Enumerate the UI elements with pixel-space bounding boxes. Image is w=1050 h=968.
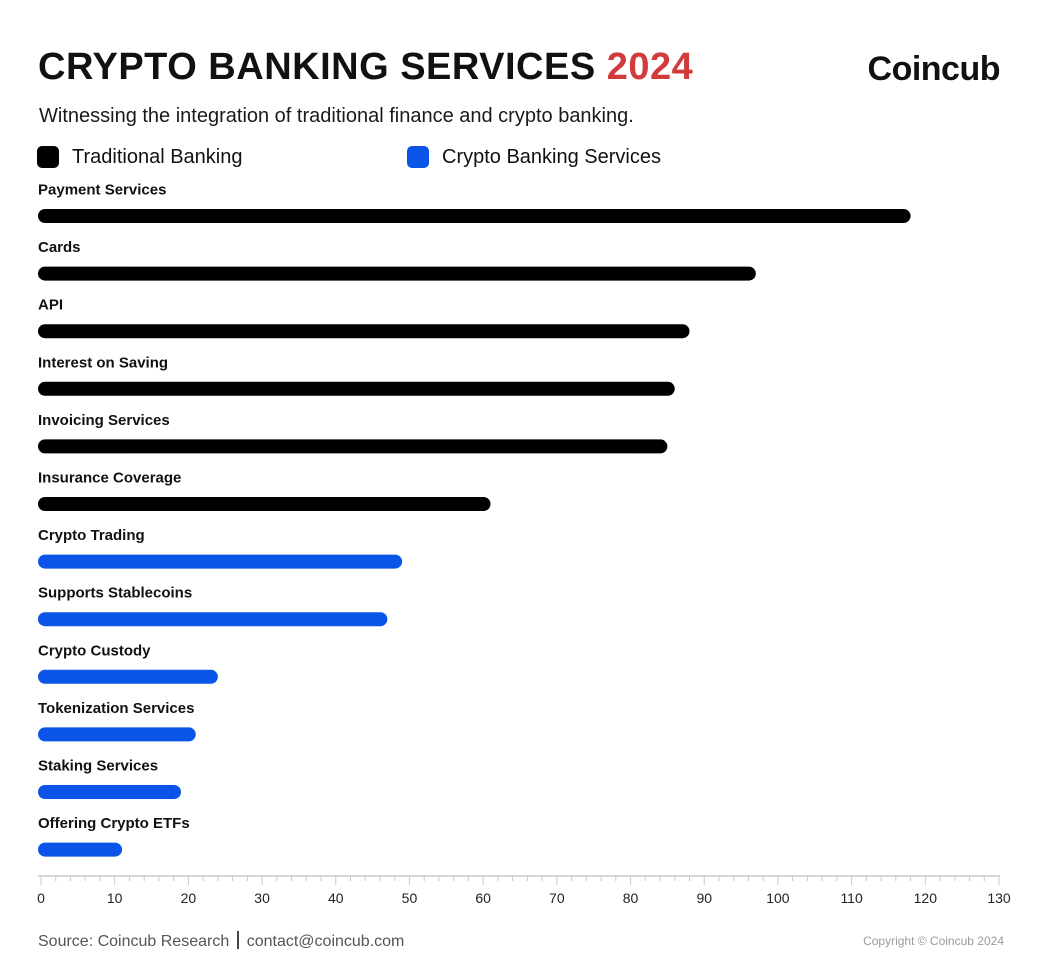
category-label: Insurance Coverage (38, 470, 181, 487)
bar (38, 785, 182, 799)
title-year: 2024 (606, 46, 694, 88)
contact-text: contact@coincub.com (246, 933, 405, 950)
x-tick-label: 100 (766, 890, 790, 906)
bar (38, 324, 690, 339)
category-label: Tokenization Services (38, 700, 194, 717)
category-label: Crypto Trading (38, 527, 145, 544)
x-tick-label: 0 (37, 890, 45, 906)
x-tick-label: 80 (623, 890, 639, 906)
category-label: Crypto Custody (38, 642, 151, 659)
footer-divider (237, 931, 239, 949)
x-tick-label: 110 (840, 890, 863, 906)
category-label: Supports Stablecoins (38, 585, 192, 602)
bar (38, 842, 123, 857)
bar (38, 554, 403, 569)
x-tick-label: 50 (402, 890, 418, 906)
legend-label-crypto: Crypto Banking Services (442, 146, 661, 168)
legend-swatch-traditional (37, 146, 59, 168)
x-tick-label: 10 (107, 890, 123, 906)
bar (38, 497, 491, 511)
bar (38, 669, 218, 684)
x-tick-label: 20 (181, 890, 197, 906)
bar (38, 439, 668, 454)
category-label: Cards (38, 239, 81, 256)
source-text: Source: Coincub Research (38, 933, 230, 950)
category-label: Interest on Saving (38, 354, 168, 371)
category-label: API (38, 297, 63, 314)
legend-label-traditional: Traditional Banking (72, 146, 243, 168)
x-tick-label: 120 (914, 890, 938, 906)
x-tick-label: 130 (987, 890, 1011, 906)
title-main: CRYPTO BANKING SERVICES (38, 46, 596, 88)
category-label: Invoicing Services (38, 412, 170, 429)
brand-logo: Coincub (867, 50, 1001, 88)
x-tick-label: 30 (254, 890, 270, 906)
footer-source: Source: Coincub Research contact@coincub.… (38, 931, 404, 952)
chart-title: CRYPTO BANKING SERVICES 2024 (38, 44, 693, 90)
category-label: Payment Services (38, 182, 166, 199)
legend-item-crypto: Crypto Banking Services (407, 144, 661, 170)
bar (38, 727, 196, 742)
bar (38, 209, 911, 223)
x-tick-label: 90 (696, 890, 712, 906)
category-label: Offering Crypto ETFs (38, 815, 190, 832)
x-tick-label: 60 (475, 890, 491, 906)
chart-subtitle: Witnessing the integration of traditiona… (39, 105, 634, 127)
category-label: Staking Services (38, 758, 158, 775)
bar (38, 381, 675, 396)
x-tick-label: 40 (328, 890, 344, 906)
legend-swatch-crypto (407, 146, 429, 168)
bar (38, 612, 388, 627)
bar (38, 266, 756, 281)
x-tick-label: 70 (549, 890, 565, 906)
copyright-text: Copyright © Coincub 2024 (863, 934, 1004, 948)
legend-item-traditional: Traditional Banking (37, 144, 242, 170)
